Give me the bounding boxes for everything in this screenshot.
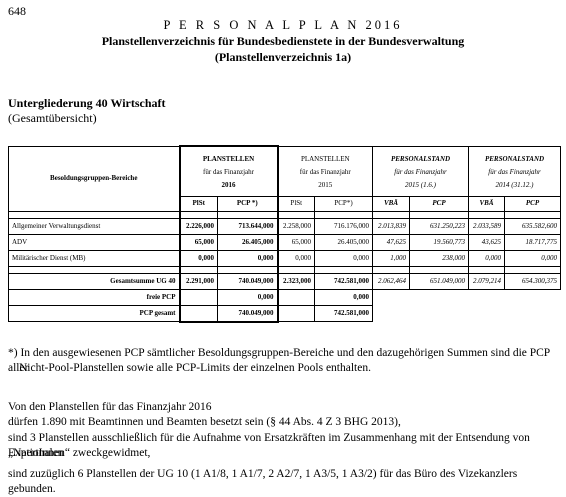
table-cell: 19.560,773 <box>409 233 470 251</box>
document-subtitle-2: (Planstellenverzeichnis 1a) <box>214 50 352 64</box>
table-cell: 2.226,000 <box>178 217 218 235</box>
table-cell: 0,000 <box>277 249 316 267</box>
table-cell: 65,000 <box>277 233 316 251</box>
document-subtitle: Planstellenverzeichnis für Bundesbediens… <box>101 34 465 48</box>
page-number: 648 <box>8 4 26 18</box>
personnel-table: Besoldungsgruppen-Bereiche PLANSTELLEN fü… <box>8 145 562 323</box>
table-cell: 43,625 <box>468 233 506 251</box>
section-heading: Untergliederung 40 Wirtschaft <box>8 96 166 110</box>
table-row: ADV 65,000 26.405,000 65,000 26.405,000 … <box>8 233 562 251</box>
table-cell: 2.079,214 <box>468 272 506 290</box>
subheader: PCP *) <box>216 195 279 212</box>
subheader: VBÄ <box>468 195 506 212</box>
subheader: PlSt <box>178 195 218 212</box>
table-cell: 1,000 <box>372 249 411 267</box>
table-cell: 0,000 <box>314 249 374 267</box>
table-cell: 26.405,000 <box>314 233 374 251</box>
header-personalstand-2014: PERSONALSTAND für das Finanzjahr 2014 (31.… <box>468 145 562 197</box>
table-cell: 2.291,000 <box>178 272 218 290</box>
table-cell: 26.405,000 <box>216 233 279 251</box>
free-pcp-label: freie PCP <box>8 288 180 306</box>
row-header: Besoldungsgruppen-Bereiche <box>8 145 180 212</box>
table-cell: 2.062,464 <box>372 272 411 290</box>
table-cell: 65,000 <box>178 233 218 251</box>
table-cell: 0,000 <box>468 249 506 267</box>
table-cell: 238,000 <box>409 249 470 267</box>
subheader: PCP*) <box>314 195 374 212</box>
paragraph-line: ExpertInnen“ zweckgewidmet, <box>8 447 151 459</box>
row-label: Allgemeiner Verwaltungsdienst <box>8 217 180 235</box>
table-cell: 2.013,839 <box>372 217 411 235</box>
table-row: Allgemeiner Verwaltungsdienst 2.226,000 … <box>8 217 562 235</box>
table-cell: 0,000 <box>178 249 218 267</box>
table-cell: 0,000 <box>216 249 279 267</box>
table-cell: 47,625 <box>372 233 411 251</box>
table-cell: 740.049,000 <box>216 272 279 290</box>
table-cell: 742.581,000 <box>314 272 374 290</box>
header-planstellen-2015: PLANSTELLEN für das Finanzjahr 2015 <box>277 145 374 197</box>
paragraph-line: Von den Planstellen für das Finanzjahr 2… <box>8 401 212 413</box>
subheader: PlSt <box>277 195 316 212</box>
table-cell: 635.582,600 <box>504 217 562 235</box>
section-subheading: (Gesamtübersicht) <box>8 111 97 125</box>
table-cell: 716.176,000 <box>314 217 374 235</box>
free-pcp-row: freie PCP 0,000 0,000 <box>8 288 561 306</box>
total-pcp-row: PCP gesamt 740.049,000 742.581,000 <box>8 304 561 323</box>
document-title: P E R S O N A L P L A N 2016 <box>163 18 403 32</box>
table-cell: 2.323,000 <box>277 272 316 290</box>
row-label: ADV <box>8 233 180 251</box>
table-cell: 654.300,375 <box>504 272 562 290</box>
sum-label: Gesamtsumme UG 40 <box>8 272 180 290</box>
table-cell: 0,000 <box>216 288 279 306</box>
subheader: VBÄ <box>372 195 411 212</box>
subheader: PCP <box>409 195 470 212</box>
subheader: PCP <box>504 195 562 212</box>
table-cell: 0,000 <box>504 249 562 267</box>
table-row: Militärischer Dienst (MB) 0,000 0,000 0,… <box>8 249 562 267</box>
table-cell: 631.250,223 <box>409 217 470 235</box>
row-label: Militärischer Dienst (MB) <box>8 249 180 267</box>
table-cell: 2.258,000 <box>277 217 316 235</box>
header-personalstand-2015: PERSONALSTAND für das Finanzjahr 2015 (1.6… <box>372 145 470 197</box>
table-cell: 713.644,000 <box>216 217 279 235</box>
table-cell: 0,000 <box>314 288 374 306</box>
table-cell: 740.049,000 <box>216 304 279 323</box>
footnote-continued: Nicht-Pool-Planstellen sowie alle PCP-Li… <box>19 362 371 374</box>
sum-row: Gesamtsumme UG 40 2.291,000 740.049,000 … <box>8 272 562 290</box>
paragraph-line: dürfen 1.890 mit Beamtinnen und Beamten … <box>8 416 401 428</box>
table-cell: 2.033,589 <box>468 217 506 235</box>
header-planstellen-2016: PLANSTELLEN für das Finanzjahr 2016 <box>178 145 279 197</box>
total-pcp-label: PCP gesamt <box>8 304 180 322</box>
paragraph-line: sind zuzüglich 6 Planstellen der UG 10 (… <box>8 468 518 495</box>
table-cell: 651.049,000 <box>409 272 470 290</box>
paragraph-line: sind 3 Planstellen ausschließlich für di… <box>8 432 530 459</box>
table-cell: 742.581,000 <box>314 304 374 322</box>
table-cell: 18.717,775 <box>504 233 562 251</box>
footnote: *) In den ausgewiesenen PCP sämtlicher B… <box>8 347 550 374</box>
